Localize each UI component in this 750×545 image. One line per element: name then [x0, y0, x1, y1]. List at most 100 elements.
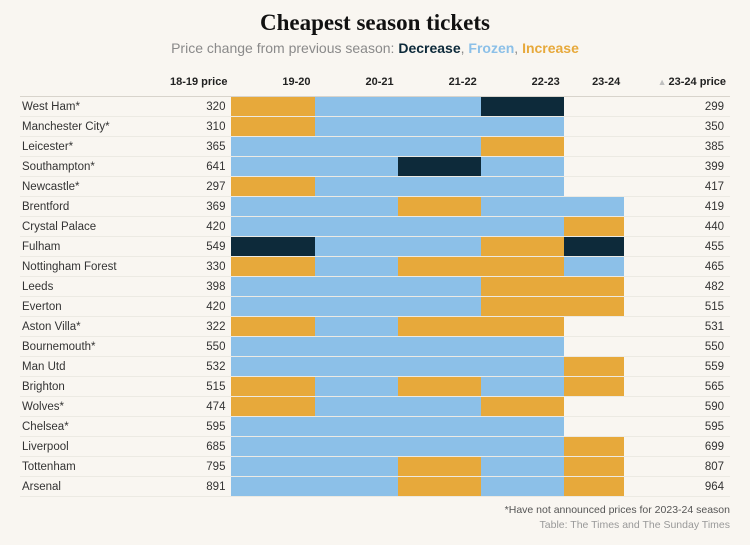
- price-2324: 399: [624, 157, 730, 177]
- table-row: Leeds398482: [20, 277, 730, 297]
- team-name: Manchester City*: [20, 117, 141, 137]
- price-1819: 322: [141, 317, 232, 337]
- header-1819[interactable]: 18-19 price: [141, 70, 232, 97]
- subtitle-label: Price change from previous season:: [171, 40, 394, 56]
- price-1819: 685: [141, 437, 232, 457]
- team-name: Liverpool: [20, 437, 141, 457]
- change-cell: [231, 217, 314, 237]
- change-cell: [231, 357, 314, 377]
- table-row: Wolves*474590: [20, 397, 730, 417]
- change-cell: [481, 137, 564, 157]
- table-row: Crystal Palace420440: [20, 217, 730, 237]
- price-2324: 440: [624, 217, 730, 237]
- change-cell: [564, 357, 624, 377]
- change-cell: [564, 157, 624, 177]
- change-cell: [481, 397, 564, 417]
- change-cell: [564, 137, 624, 157]
- change-cell: [481, 197, 564, 217]
- header-2122[interactable]: 21-22: [398, 70, 481, 97]
- change-cell: [564, 477, 624, 497]
- price-2324: 550: [624, 337, 730, 357]
- change-cell: [481, 117, 564, 137]
- change-cell: [231, 297, 314, 317]
- price-2324: 590: [624, 397, 730, 417]
- change-cell: [481, 417, 564, 437]
- change-cell: [398, 417, 481, 437]
- table-row: Everton420515: [20, 297, 730, 317]
- team-name: Crystal Palace: [20, 217, 141, 237]
- change-cell: [398, 277, 481, 297]
- header-2324[interactable]: 23-24: [564, 70, 624, 97]
- change-cell: [231, 397, 314, 417]
- change-cell: [398, 157, 481, 177]
- table-row: Newcastle*297417: [20, 177, 730, 197]
- change-cell: [231, 237, 314, 257]
- change-cell: [398, 357, 481, 377]
- footnote: *Have not announced prices for 2023-24 s…: [20, 503, 730, 532]
- legend-frozen: Frozen: [468, 40, 514, 56]
- change-cell: [564, 97, 624, 117]
- header-2021[interactable]: 20-21: [315, 70, 398, 97]
- price-2324: 419: [624, 197, 730, 217]
- change-cell: [564, 177, 624, 197]
- price-2324: 565: [624, 377, 730, 397]
- header-1920[interactable]: 19-20: [231, 70, 314, 97]
- change-cell: [315, 437, 398, 457]
- price-1819: 420: [141, 297, 232, 317]
- price-1819: 320: [141, 97, 232, 117]
- price-1819: 795: [141, 457, 232, 477]
- header-2223[interactable]: 22-23: [481, 70, 564, 97]
- change-cell: [564, 197, 624, 217]
- change-cell: [231, 257, 314, 277]
- change-cell: [481, 97, 564, 117]
- change-cell: [315, 177, 398, 197]
- change-cell: [564, 317, 624, 337]
- change-cell: [564, 297, 624, 317]
- change-cell: [231, 197, 314, 217]
- change-cell: [564, 217, 624, 237]
- team-name: West Ham*: [20, 97, 141, 117]
- change-cell: [398, 477, 481, 497]
- price-2324: 807: [624, 457, 730, 477]
- change-cell: [398, 237, 481, 257]
- table-row: Arsenal891964: [20, 477, 730, 497]
- change-cell: [315, 197, 398, 217]
- team-name: Leicester*: [20, 137, 141, 157]
- price-1819: 365: [141, 137, 232, 157]
- header-row: 18-19 price 19-20 20-21 21-22 22-23 23-2…: [20, 70, 730, 97]
- change-cell: [231, 477, 314, 497]
- change-cell: [231, 377, 314, 397]
- team-name: Wolves*: [20, 397, 141, 417]
- price-2324: 699: [624, 437, 730, 457]
- change-cell: [398, 337, 481, 357]
- change-cell: [315, 277, 398, 297]
- table-row: Man Utd532559: [20, 357, 730, 377]
- change-cell: [398, 137, 481, 157]
- subtitle: Price change from previous season: Decre…: [20, 40, 730, 56]
- change-cell: [481, 437, 564, 457]
- change-cell: [231, 157, 314, 177]
- team-name: Aston Villa*: [20, 317, 141, 337]
- team-name: Southampton*: [20, 157, 141, 177]
- change-cell: [481, 257, 564, 277]
- change-cell: [564, 377, 624, 397]
- change-cell: [315, 477, 398, 497]
- price-1819: 398: [141, 277, 232, 297]
- change-cell: [481, 377, 564, 397]
- change-cell: [398, 257, 481, 277]
- change-cell: [315, 117, 398, 137]
- change-cell: [481, 237, 564, 257]
- price-2324: 595: [624, 417, 730, 437]
- header-2324-price[interactable]: ▲23-24 price: [624, 70, 730, 97]
- change-cell: [231, 337, 314, 357]
- price-1819: 891: [141, 477, 232, 497]
- price-1819: 297: [141, 177, 232, 197]
- change-cell: [315, 297, 398, 317]
- change-cell: [315, 217, 398, 237]
- price-2324: 531: [624, 317, 730, 337]
- price-1819: 641: [141, 157, 232, 177]
- header-team[interactable]: [20, 70, 141, 97]
- price-2324: 465: [624, 257, 730, 277]
- price-1819: 532: [141, 357, 232, 377]
- change-cell: [315, 357, 398, 377]
